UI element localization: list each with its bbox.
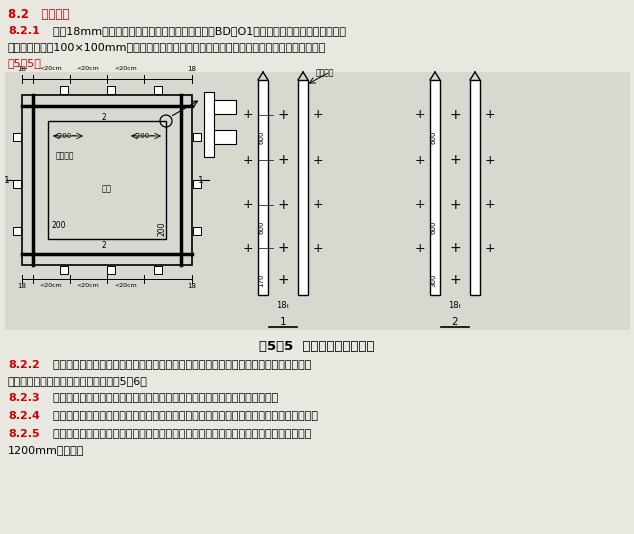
Text: −200−: −200− [130,133,155,139]
Text: 300: 300 [430,273,436,287]
Text: 柱根施工缝处经剔凿、清理、吹洗干净后，根据柱模控制线找准模板位置，调整其垂直度。: 柱根施工缝处经剔凿、清理、吹洗干净后，根据柱模控制线找准模板位置，调整其垂直度。 [46,411,318,421]
Text: +: + [313,153,323,167]
Bar [22,95,192,265]
Text: <20cm: <20cm [115,283,138,288]
Text: +: + [449,153,461,167]
Bar [214,100,236,114]
Text: 200: 200 [157,221,167,235]
Text: +: + [449,108,461,122]
Text: 2: 2 [101,113,107,122]
Text: 螺栓位置: 螺栓位置 [316,68,335,77]
Text: 撑及钢丝绳斜接撑将柱模板固定，见图5－6。: 撑及钢丝绳斜接撑将柱模板固定，见图5－6。 [8,376,148,386]
Text: +: + [243,241,254,255]
Text: 170: 170 [258,273,264,287]
Text: 600: 600 [258,220,264,234]
Text: <20cm: <20cm [39,66,62,71]
Text: 200: 200 [52,221,67,230]
Text: 1: 1 [4,176,10,185]
Text: +: + [449,273,461,287]
Text: 600: 600 [258,130,264,144]
Polygon shape [5,72,630,330]
Bar [107,266,115,274]
Text: +: + [415,199,425,211]
Bar [60,86,68,94]
Text: 模板拼装前须逐块修整板面、边框，清除混凝土残渣、泥浆，并涂刷隔离剂。: 模板拼装前须逐块修整板面、边框，清除混凝土残渣、泥浆，并涂刷隔离剂。 [46,393,278,403]
Bar [154,266,162,274]
Text: 采用18mm厚多层板（正反面及切口处均涂刷两遍BD－O1环氧保护剂）拼制方柱定型组合: 采用18mm厚多层板（正反面及切口处均涂刷两遍BD－O1环氧保护剂）拼制方柱定型… [46,26,346,36]
Text: +: + [449,241,461,255]
Text: 8.2   柱模板：: 8.2 柱模板： [8,8,69,21]
Bar [13,227,21,235]
Text: 利用可调支撑在四个方向将柱模固定，加固时每两人一组，用力均匀，可调支撑沿柱高每: 利用可调支撑在四个方向将柱模固定，加固时每两人一组，用力均匀，可调支撑沿柱高每 [46,429,311,439]
Text: +: + [243,153,254,167]
Text: 18ₜ: 18ₜ [448,301,462,310]
Text: 18: 18 [188,283,197,289]
Text: 8.2.3: 8.2.3 [8,393,39,403]
Bar [193,133,201,141]
Text: +: + [277,153,289,167]
Text: +: + [277,108,289,122]
Bar [154,86,162,94]
Text: +: + [277,241,289,255]
Text: <20cm: <20cm [39,283,62,288]
Text: +: + [243,199,254,211]
Text: 8.2.2: 8.2.2 [8,360,40,370]
Text: −200−: −200− [52,133,77,139]
Text: +: + [415,153,425,167]
Text: +: + [484,199,495,211]
Text: 18ₜ: 18ₜ [276,301,290,310]
Bar [60,266,68,274]
Bar [470,80,480,295]
Text: 图5－5  方柱模板配里节点图: 图5－5 方柱模板配里节点图 [259,340,375,353]
Bar [13,133,21,141]
Bar [107,86,115,94]
Bar [48,121,166,239]
Bar [193,180,201,188]
Bar [298,80,308,295]
Text: 600: 600 [430,220,436,234]
Text: +: + [449,198,461,212]
Bar [430,80,440,295]
Bar [258,80,268,295]
Text: +: + [484,108,495,122]
Text: 8.2.1: 8.2.1 [8,26,40,36]
Text: 1: 1 [198,176,204,185]
Text: +: + [313,241,323,255]
Text: +: + [277,273,289,287]
Text: 18: 18 [188,66,197,72]
Text: 1: 1 [280,317,287,327]
Text: <20cm: <20cm [77,66,100,71]
Text: 图5－5。: 图5－5。 [8,58,42,68]
Text: +: + [243,108,254,122]
Text: 18: 18 [18,66,27,72]
Text: +: + [484,153,495,167]
Text: 600: 600 [430,130,436,144]
Text: +: + [277,198,289,212]
Text: <20cm: <20cm [77,283,100,288]
Text: 8.2.4: 8.2.4 [8,411,40,421]
Text: +: + [313,199,323,211]
Bar [204,92,214,157]
Bar [13,180,21,188]
Text: 安装时，柱底清理干净后立柱模，根据控制线找准模板的位置，调整垂直度，利用可调支: 安装时，柱底清理干净后立柱模，根据控制线找准模板的位置，调整垂直度，利用可调支 [46,360,311,370]
Text: 对控螺栓: 对控螺栓 [56,151,75,160]
Text: 1200mm设一道。: 1200mm设一道。 [8,445,84,455]
Text: <20cm: <20cm [115,66,138,71]
Bar [193,227,201,235]
Text: +: + [415,108,425,122]
Bar [214,130,236,144]
Text: 18: 18 [18,283,27,289]
Text: 2: 2 [101,241,107,250]
Text: 8.2.5: 8.2.5 [8,429,39,439]
Text: 2: 2 [451,317,458,327]
Text: +: + [415,241,425,255]
Text: 模板，背楞采用100×100mm方木，方木需经压刨找平方正后方可使用，接口形式及细部做法详见: 模板，背楞采用100×100mm方木，方木需经压刨找平方正后方可使用，接口形式及… [8,42,327,52]
Text: 柱宽: 柱宽 [102,184,112,193]
Text: +: + [484,241,495,255]
Text: +: + [313,108,323,122]
